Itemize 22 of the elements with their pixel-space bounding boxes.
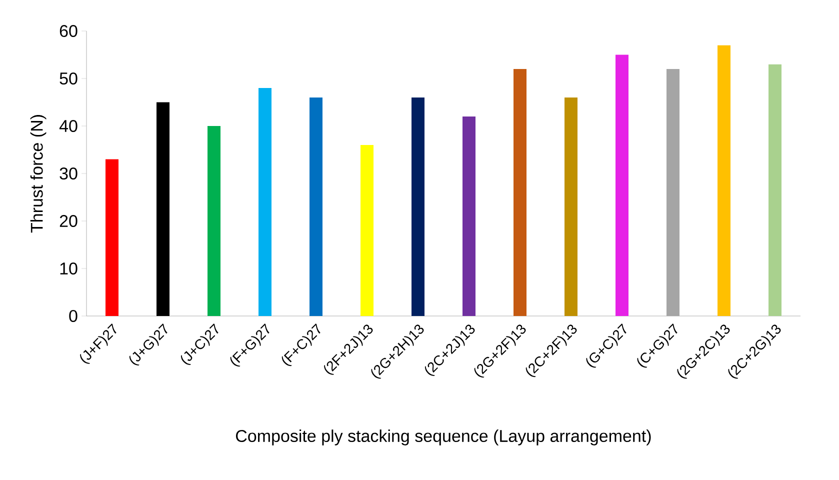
y-tick-label: 60 — [60, 24, 78, 38]
bar — [208, 126, 221, 316]
bar — [106, 159, 118, 316]
bar — [156, 102, 170, 316]
y-tick-label: 50 — [60, 72, 78, 85]
y-tick-label: 10 — [60, 262, 78, 275]
y-tick-label: 20 — [60, 214, 78, 228]
bar — [768, 64, 782, 316]
y-tick-label: 40 — [59, 120, 78, 132]
bar — [360, 145, 374, 316]
bar — [258, 88, 272, 316]
y-tick-label: 0 — [69, 310, 78, 322]
bar — [564, 98, 578, 316]
y-tick-label: 30 — [60, 167, 78, 180]
y-axis-title: Thrust force (N) — [30, 115, 46, 233]
x-axis-title: Composite ply stacking sequence (Layup arrangement) — [236, 430, 651, 446]
bar — [514, 69, 527, 316]
bar — [310, 98, 322, 316]
bar — [462, 116, 476, 316]
bar — [616, 54, 628, 316]
bar — [412, 98, 424, 316]
bar — [718, 45, 730, 316]
